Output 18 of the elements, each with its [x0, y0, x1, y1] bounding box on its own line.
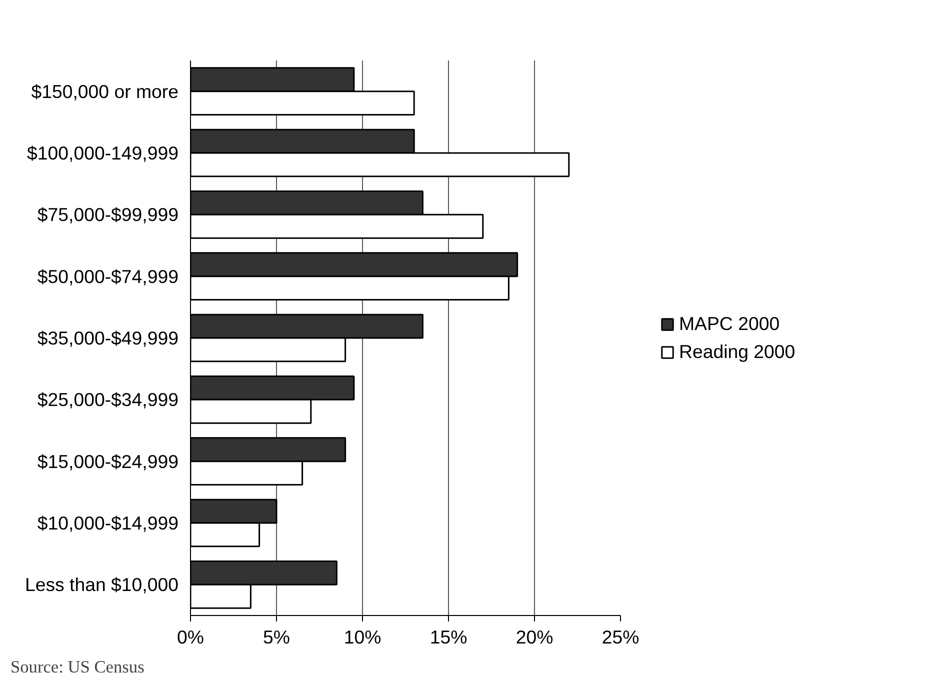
source-note: Source: US Census — [10, 658, 145, 676]
y-tick-label: $15,000-$24,999 — [37, 450, 179, 472]
y-tick-label: $75,000-$99,999 — [37, 204, 179, 226]
y-tick-label: $25,000-$34,999 — [37, 389, 179, 410]
y-tick-label: $100,000-149,999 — [27, 142, 179, 164]
y-tick-label: $35,000-$49,999 — [37, 328, 179, 348]
y-tick-label: Less than $10,000 — [24, 574, 179, 596]
x-tick-label: 0% — [177, 626, 204, 648]
legend-label: Reading 2000 — [679, 340, 796, 362]
x-tick-label: 20% — [516, 626, 554, 648]
x-tick-label: 10% — [344, 626, 382, 648]
y-tick-label: $10,000-$14,999 — [37, 512, 179, 534]
x-tick-label: 5% — [263, 626, 290, 648]
y-tick-label: $50,000-$74,999 — [37, 266, 179, 287]
legend-label: MAPC 2000 — [679, 312, 780, 334]
x-tick-label: 15% — [430, 626, 468, 648]
x-tick-label: 25% — [602, 626, 640, 648]
y-tick-label: $150,000 or more — [31, 80, 179, 102]
